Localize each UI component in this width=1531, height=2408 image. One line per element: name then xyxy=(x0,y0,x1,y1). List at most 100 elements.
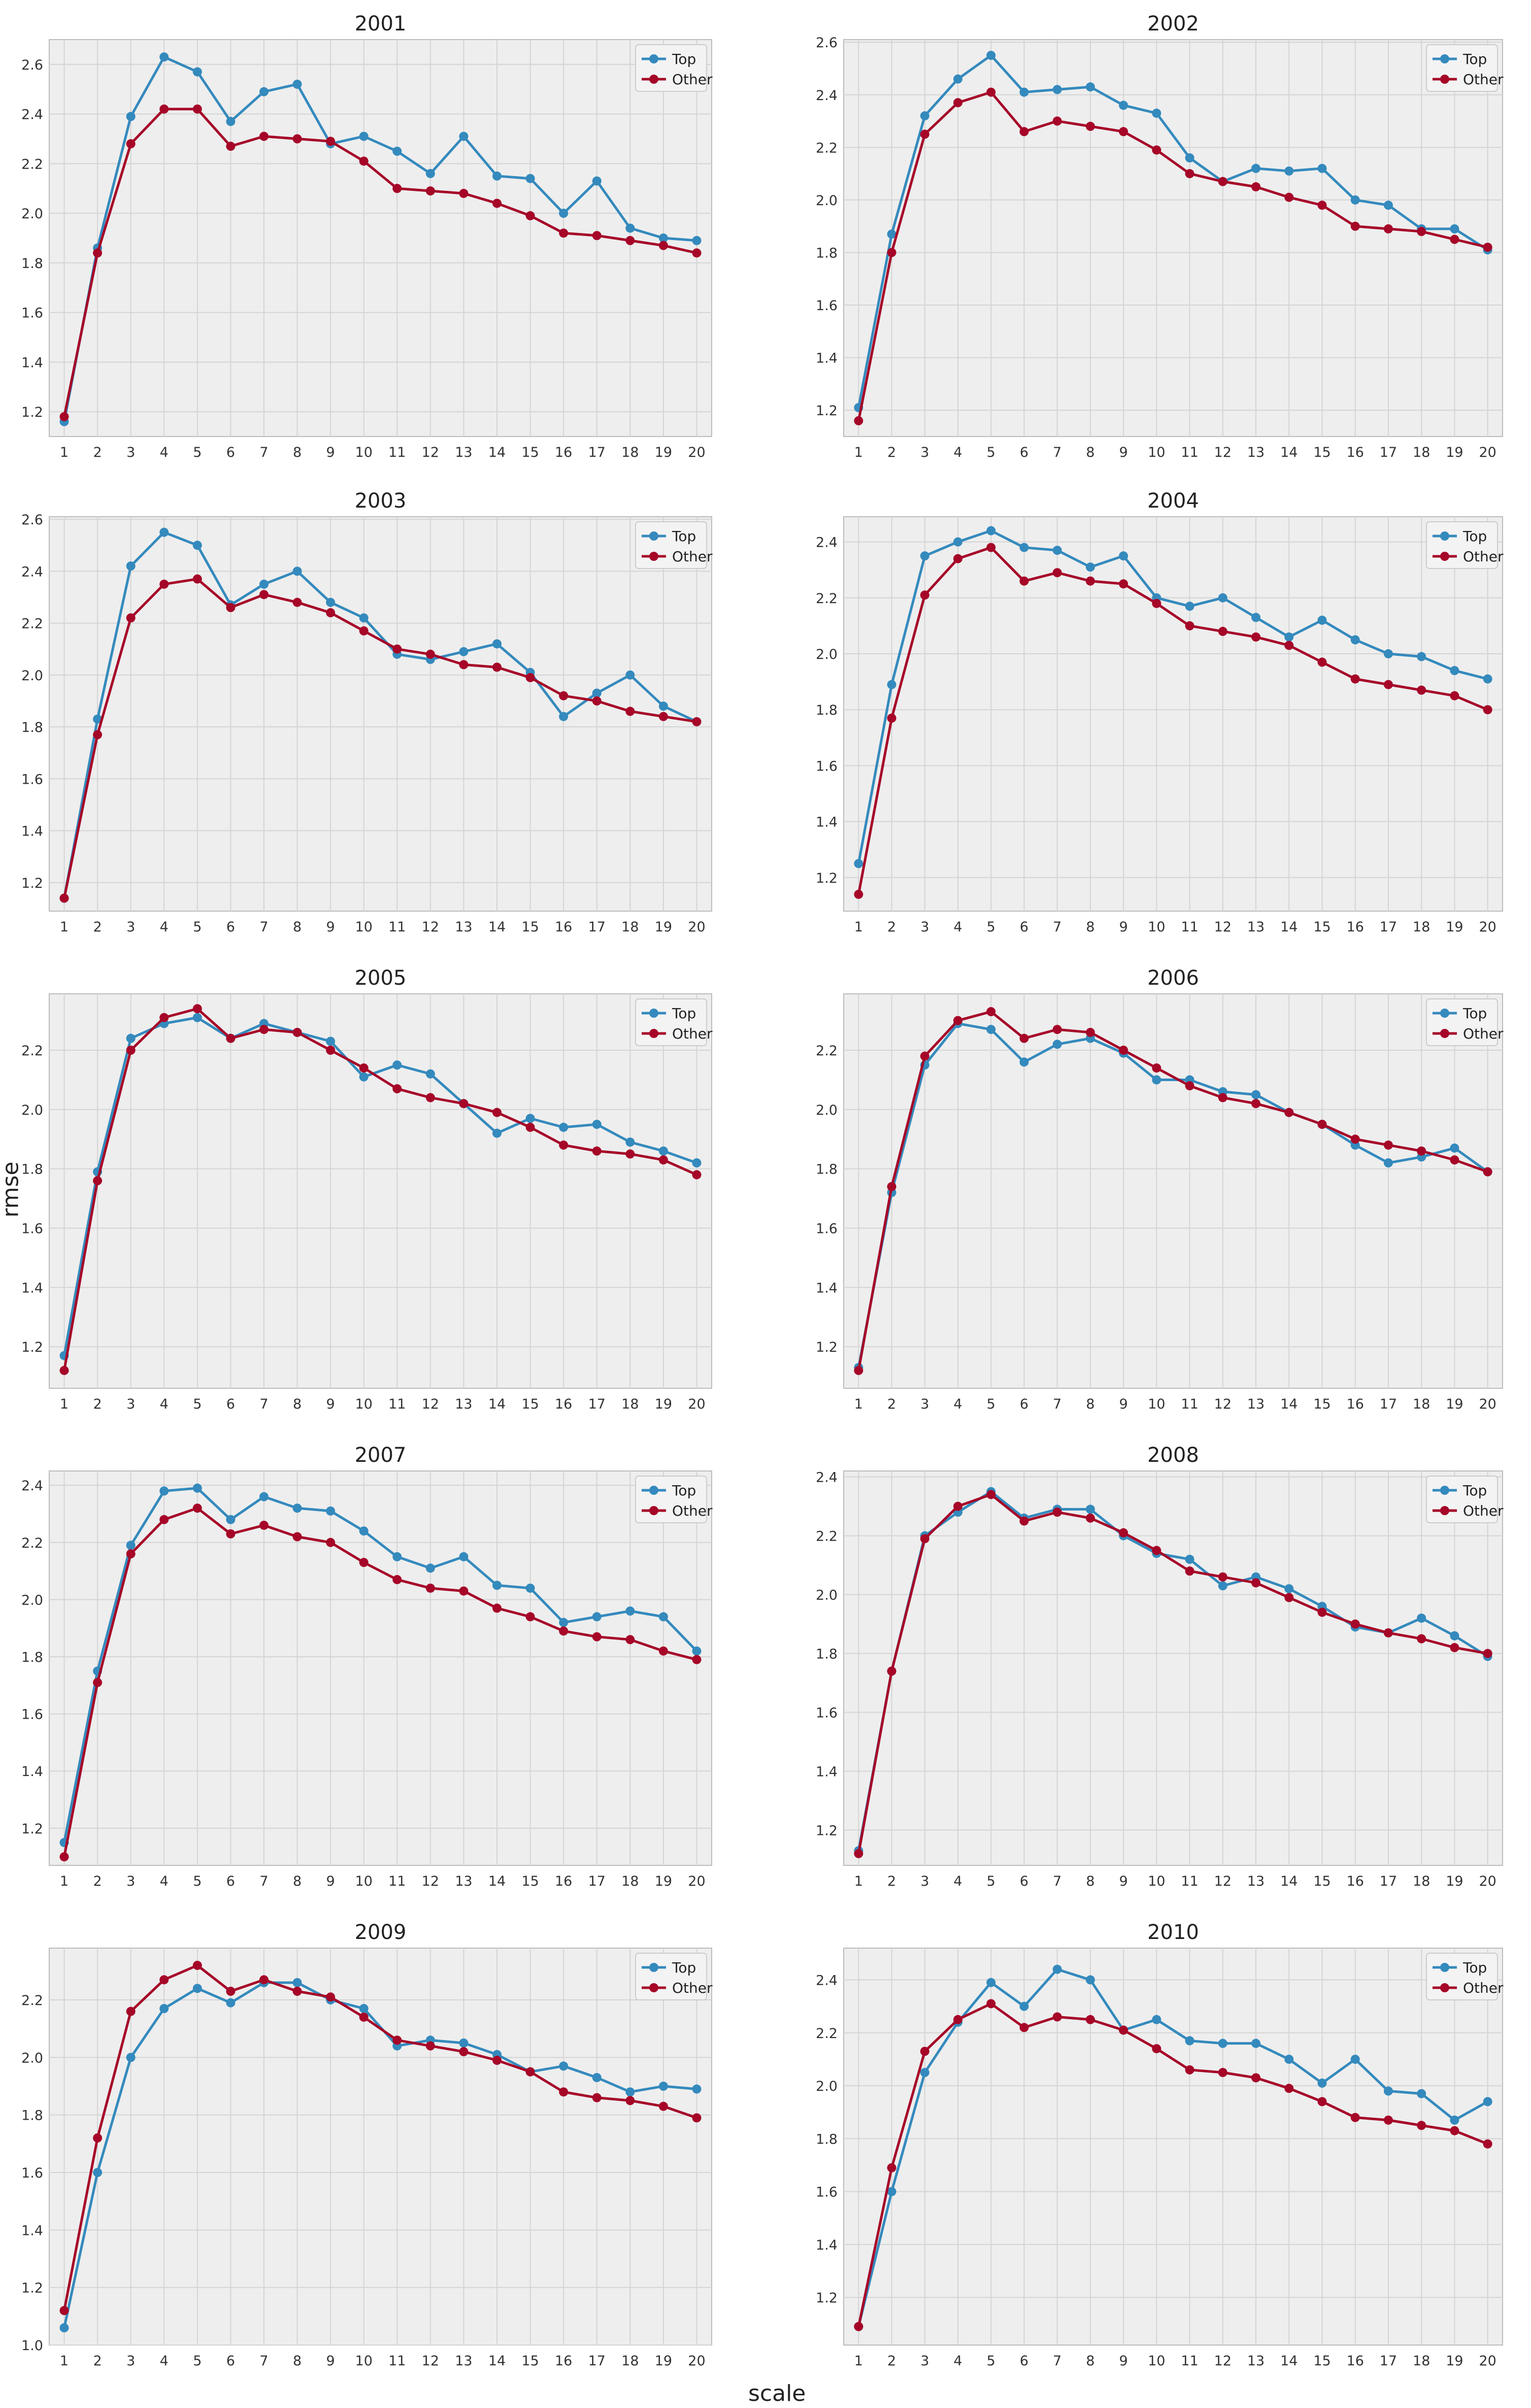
legend: Top Other xyxy=(635,1476,713,1523)
data-point-top xyxy=(1284,166,1294,176)
series-line-other xyxy=(857,1010,1488,1371)
data-point-other xyxy=(1350,221,1360,231)
data-point-other xyxy=(1019,2023,1029,2032)
data-point-other xyxy=(1019,1516,1029,1526)
data-point-other xyxy=(392,644,402,654)
data-point-top xyxy=(1085,562,1095,572)
data-point-other xyxy=(59,2306,69,2315)
data-point-other xyxy=(559,228,569,238)
x-tick-label: 7 xyxy=(259,445,268,460)
data-point-other xyxy=(986,1999,996,2009)
x-tick-label: 2 xyxy=(887,445,896,460)
y-tick-label: 1.2 xyxy=(816,871,838,886)
data-point-top xyxy=(1383,200,1393,210)
data-point-other xyxy=(986,1007,996,1017)
data-point-other xyxy=(159,1975,169,1985)
data-point-top xyxy=(1185,2036,1194,2046)
data-point-other xyxy=(93,248,103,258)
data-point-other xyxy=(1450,2126,1459,2135)
data-point-other xyxy=(326,1537,336,1547)
data-point-other xyxy=(1350,674,1360,684)
data-point-other xyxy=(392,184,402,193)
x-tick-label: 15 xyxy=(1313,1874,1330,1889)
x-tick-label: 16 xyxy=(1347,919,1364,935)
data-point-other xyxy=(920,129,929,139)
data-point-other xyxy=(854,1365,863,1375)
legend-label: Other xyxy=(672,71,713,88)
x-tick-label: 9 xyxy=(326,1874,335,1889)
legend: Top Other xyxy=(1426,521,1504,569)
x-tick-label: 17 xyxy=(1380,919,1397,935)
legend-label: Other xyxy=(1463,1025,1504,1042)
x-tick-label: 1 xyxy=(854,2353,863,2369)
data-point-other xyxy=(658,241,668,250)
legend-label: Other xyxy=(1463,1502,1504,1519)
chart-panel-2008: 1 2 3 4 5 6 7 8 9 10 11 12 13 14 15 16 17 18 19 201.21.41.6… xyxy=(816,1444,1504,1889)
chart-title: 2002 xyxy=(1147,12,1199,36)
data-point-other xyxy=(1417,2121,1426,2130)
data-point-other xyxy=(425,1583,435,1593)
y-tick-label: 2.0 xyxy=(21,1102,43,1118)
data-point-top xyxy=(658,233,668,243)
data-point-top xyxy=(692,1646,702,1656)
data-point-other xyxy=(658,2101,668,2111)
data-point-other xyxy=(692,1655,702,1664)
x-tick-label: 5 xyxy=(193,2353,202,2369)
y-tick-label: 1.6 xyxy=(816,758,838,774)
x-tick-label: 6 xyxy=(1020,2353,1028,2369)
data-point-other xyxy=(1317,2097,1327,2106)
data-point-top xyxy=(658,1146,668,1156)
x-tick-label: 17 xyxy=(588,2353,606,2369)
y-tick-label: 1.2 xyxy=(816,403,838,419)
legend-label: Top xyxy=(672,528,696,545)
data-point-other xyxy=(1119,1528,1128,1537)
data-point-top xyxy=(1019,543,1029,552)
data-point-other xyxy=(525,2067,535,2077)
data-point-top xyxy=(359,1526,369,1536)
data-point-other xyxy=(559,691,569,700)
data-point-other xyxy=(1119,579,1128,589)
data-point-other xyxy=(226,603,236,612)
y-tick-label: 1.4 xyxy=(816,351,838,366)
data-point-other xyxy=(1284,2084,1294,2093)
legend-swatch-marker xyxy=(1440,531,1449,541)
x-tick-label: 9 xyxy=(1119,1396,1128,1412)
data-point-other xyxy=(1317,200,1327,210)
y-tick-label: 1.2 xyxy=(21,405,43,420)
data-point-top xyxy=(159,52,169,62)
y-tick-label: 2.2 xyxy=(21,1993,43,2009)
y-tick-label: 2.0 xyxy=(816,1102,838,1118)
x-tick-label: 5 xyxy=(193,1874,202,1889)
data-point-top xyxy=(1218,1581,1227,1591)
y-tick-label: 1.8 xyxy=(21,1650,43,1665)
x-tick-label: 1 xyxy=(60,445,69,460)
data-point-top xyxy=(292,79,302,89)
data-point-other xyxy=(1185,1566,1194,1576)
y-tick-label: 2.0 xyxy=(21,668,43,684)
y-tick-label: 2.2 xyxy=(21,616,43,632)
data-point-top xyxy=(1383,1158,1393,1167)
x-tick-label: 3 xyxy=(920,445,929,460)
data-point-other xyxy=(326,137,336,146)
data-point-top xyxy=(226,1515,236,1524)
data-point-other xyxy=(592,1146,602,1156)
data-point-top xyxy=(126,561,136,571)
data-point-top xyxy=(592,2073,602,2082)
data-point-other xyxy=(425,186,435,196)
data-point-other xyxy=(1218,1093,1227,1102)
legend-swatch-marker xyxy=(1440,1983,1449,1992)
data-point-top xyxy=(1417,2089,1426,2098)
data-point-other xyxy=(1052,2012,1062,2022)
data-point-top xyxy=(658,701,668,711)
data-point-top xyxy=(292,566,302,576)
data-point-other xyxy=(126,139,136,149)
y-tick-label: 1.4 xyxy=(21,355,43,371)
x-tick-label: 8 xyxy=(1086,1874,1094,1889)
data-point-other xyxy=(1350,1134,1360,1144)
series-line-top xyxy=(63,1487,698,1843)
y-tick-label: 2.2 xyxy=(816,591,838,607)
data-point-top xyxy=(1251,613,1261,622)
data-point-other xyxy=(1350,1619,1360,1629)
legend-label: Top xyxy=(1462,1482,1487,1499)
